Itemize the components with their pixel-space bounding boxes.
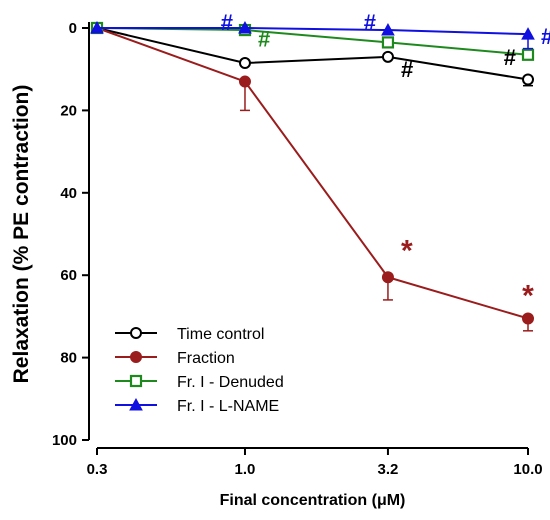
series-line-fraction (96, 27, 529, 320)
y-tick-label: 40 (60, 185, 77, 202)
legend-label: Fraction (177, 350, 235, 367)
legend-marker (130, 327, 142, 339)
data-point (381, 23, 395, 36)
y-tick-label: 100 (52, 432, 77, 449)
significance-asterisk: * (401, 234, 413, 267)
series-fraction (91, 22, 534, 332)
data-point (381, 50, 394, 63)
series-line-fr-i-l-name (97, 27, 529, 36)
axes: 0 20 40 60 80 100 0.3 1.0 3.2 10.0 Final concentra… (10, 20, 543, 509)
legend-item-fraction: Fraction (115, 350, 235, 367)
y-tick-label: 80 (60, 350, 77, 367)
series-layer (90, 20, 535, 332)
x-tick-label: 1.0 (235, 461, 256, 478)
legend-marker (130, 351, 142, 363)
significance-asterisk: * (522, 280, 534, 313)
legend-label: Fr. I - L-NAME (177, 398, 279, 415)
legend: Time control Fraction Fr. I - Denuded Fr. I… (115, 326, 284, 415)
significance-hash: # (401, 57, 413, 82)
legend-marker (129, 374, 143, 388)
data-point (238, 20, 252, 34)
data-point (522, 312, 534, 325)
x-tick-label: 10.0 (513, 461, 542, 478)
data-point (381, 36, 395, 49)
significance-hash: # (221, 10, 233, 35)
data-point (381, 271, 394, 284)
significance-hash: # (258, 26, 270, 51)
data-point (238, 57, 251, 70)
y-tick-label: 0 (69, 20, 77, 37)
series-line-time-control (96, 27, 529, 81)
y-tick-label: 60 (60, 267, 77, 284)
series-fr-i-l-name (90, 20, 535, 50)
x-tick-label: 3.2 (378, 461, 399, 478)
y-tick-label: 20 (60, 102, 77, 119)
significance-hash: # (364, 10, 376, 35)
legend-item-fr-i-l-name: Fr. I - L-NAME (115, 397, 279, 415)
data-point (90, 20, 104, 34)
data-point (521, 27, 535, 40)
data-point (238, 75, 251, 88)
legend-label: Fr. I - Denuded (177, 374, 284, 391)
data-point (522, 73, 534, 86)
y-axis-title: Relaxation (% PE contraction) (10, 85, 33, 384)
x-axis-title: Final concentration (μM) (220, 492, 406, 509)
legend-marker (129, 397, 143, 411)
legend-item-time-control: Time control (115, 326, 264, 343)
series-line-fr-i-denuded (96, 27, 529, 56)
significance-hash: # (541, 24, 550, 49)
legend-label: Time control (177, 326, 264, 343)
x-tick-label: 0.3 (87, 461, 108, 478)
legend-item-fr-i-denuded: Fr. I - Denuded (115, 374, 284, 391)
annotations: # # # # # # * * (221, 10, 550, 313)
data-point (521, 48, 535, 61)
significance-hash: # (504, 45, 516, 70)
